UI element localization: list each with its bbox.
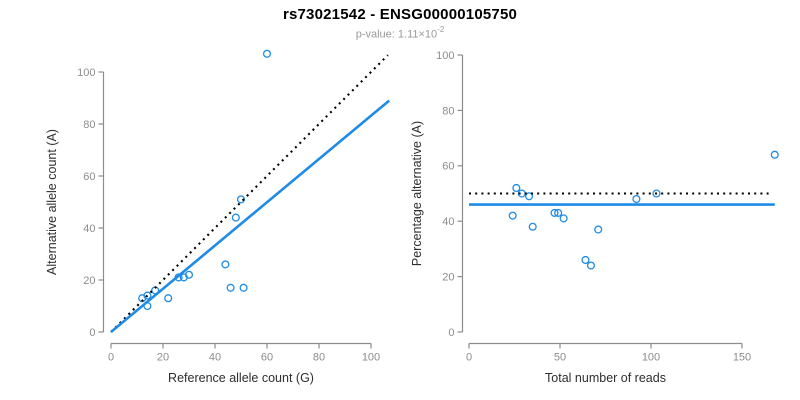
data-point [184, 270, 194, 279]
x-tick-label: 40 [209, 352, 221, 364]
y-tick-label: 20 [442, 271, 454, 283]
pvalue-subtitle: p-value: 1.11×10-2 [0, 25, 800, 41]
x-axis: 0 20 40 60 80 100 [108, 342, 380, 364]
data-point [221, 260, 230, 269]
x-tick-label: 0 [466, 352, 472, 364]
data-point [550, 208, 559, 217]
data-point [586, 261, 595, 270]
data-point [262, 49, 272, 58]
data-point [581, 255, 590, 265]
x-tick-label: 100 [362, 352, 380, 364]
data-point [236, 195, 246, 204]
x-tick-label: 0 [108, 352, 114, 364]
y-tick-label: 20 [83, 275, 95, 287]
plot-header: rs73021542 - ENSG00000105750 p-value: 1.… [0, 6, 800, 41]
data-point [512, 183, 521, 193]
x-tick-label: 20 [157, 352, 169, 364]
x-tick-label: 100 [642, 352, 660, 364]
data-point [239, 283, 248, 292]
x-axis-title: Reference allele count (G) [168, 371, 314, 385]
x-axis-title: Total number of reads [545, 371, 666, 385]
data-point [226, 283, 235, 292]
data-points [508, 150, 779, 270]
data-point [559, 214, 568, 223]
data-point [508, 211, 517, 220]
y-tick-label: 80 [442, 105, 454, 117]
x-tick-label: 80 [313, 352, 325, 364]
x-tick-label: 60 [261, 352, 273, 364]
data-point [164, 294, 173, 303]
data-point [652, 189, 661, 198]
y-axis-title: Alternative allele count (A) [45, 129, 59, 275]
data-point [231, 213, 240, 222]
y-tick-label: 60 [83, 171, 95, 183]
y-axis-title: Percentage alternative (A) [410, 121, 424, 266]
y-tick-label: 40 [83, 223, 95, 235]
y-tick-label: 100 [77, 67, 95, 79]
y-tick-label: 40 [442, 216, 454, 228]
pvalue-exponent: -2 [437, 25, 445, 34]
allele-counts-plot: 0 20 40 60 80 100 0 20 40 60 80 100 Reference allele… [45, 49, 391, 385]
data-point [594, 225, 603, 234]
y-axis: 0 20 40 60 80 100 [436, 50, 464, 339]
y-tick-label: 100 [436, 50, 454, 62]
x-tick-label: 50 [554, 352, 566, 364]
data-point [632, 194, 641, 204]
pvalue-text: p-value: 1.11×10 [355, 28, 438, 41]
data-point [770, 150, 779, 159]
y-tick-label: 0 [448, 327, 454, 339]
fit-line [110, 99, 391, 333]
x-axis: 0 50 100 150 [466, 342, 751, 364]
y-tick-label: 60 [442, 161, 454, 173]
identity-line [110, 54, 389, 333]
page-title: rs73021542 - ENSG00000105750 [282, 6, 518, 23]
y-tick-label: 0 [89, 327, 95, 339]
percentage-alternative-plot: 0 50 100 150 0 20 40 60 80 100 Total number of rea… [410, 50, 779, 385]
data-point [528, 222, 537, 231]
x-tick-label: 150 [733, 352, 751, 364]
data-points [138, 49, 272, 311]
data-point [525, 192, 534, 201]
data-point [554, 208, 563, 217]
y-axis: 0 20 40 60 80 100 [77, 67, 105, 339]
y-tick-label: 80 [83, 119, 95, 131]
